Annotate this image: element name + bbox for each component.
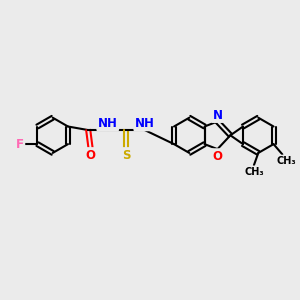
Text: N: N [212,109,223,122]
Text: O: O [85,148,96,161]
Text: S: S [122,148,130,161]
Text: O: O [212,150,223,163]
Text: NH: NH [98,117,118,130]
Text: NH: NH [135,117,155,130]
Text: CH₃: CH₃ [276,156,296,166]
Text: CH₃: CH₃ [244,167,264,177]
Text: F: F [16,138,24,151]
